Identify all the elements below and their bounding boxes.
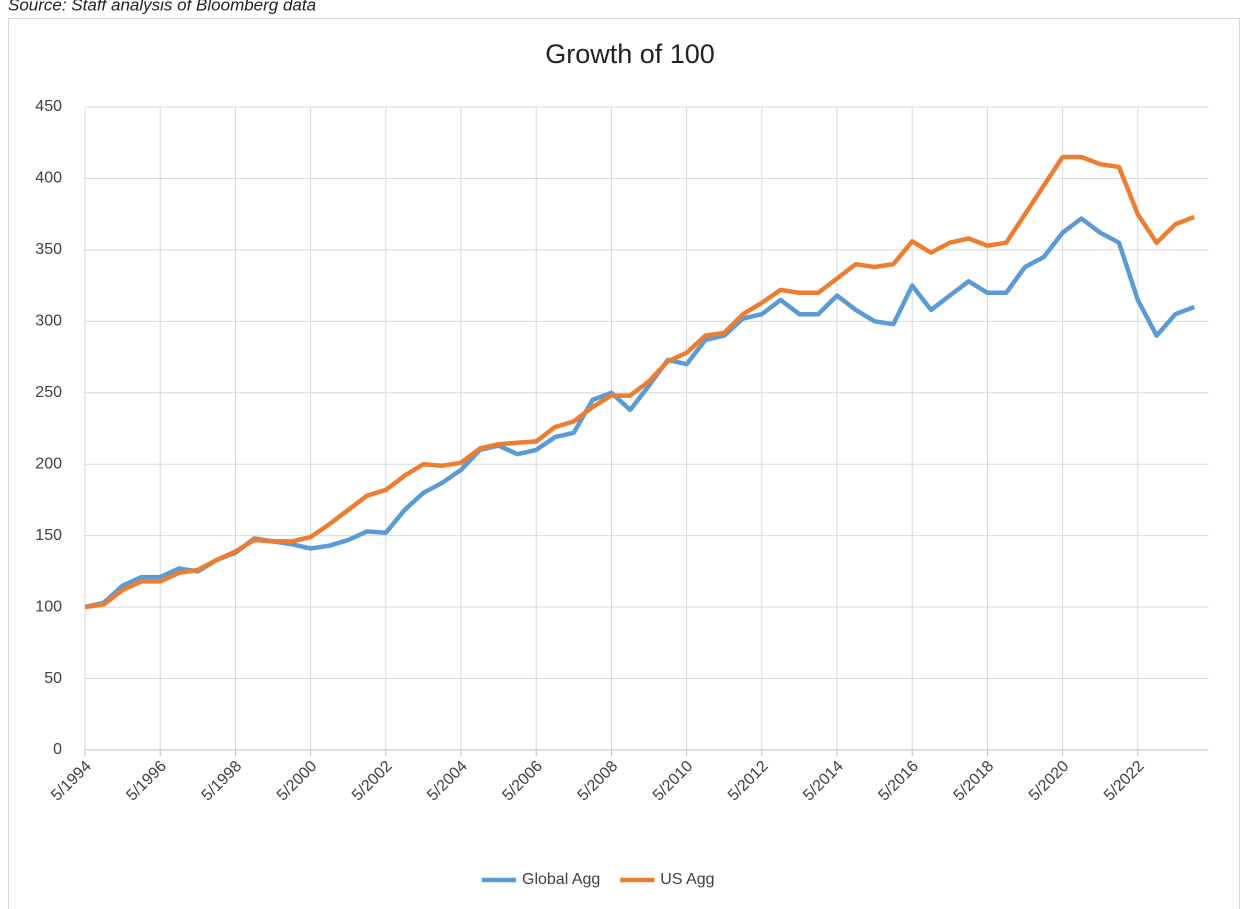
y-tick-label: 450 <box>35 98 62 115</box>
y-tick-label: 50 <box>44 670 62 687</box>
y-tick-label: 150 <box>35 527 62 544</box>
y-tick-label: 250 <box>35 384 62 401</box>
legend-label: US Agg <box>660 871 714 888</box>
series-line <box>84 154 1196 610</box>
y-tick-label: 400 <box>35 170 62 187</box>
y-tick-label: 0 <box>53 741 62 758</box>
source-note: Source: Staff analysis of Bloomberg data <box>8 0 316 14</box>
y-tick-label: 350 <box>35 241 62 258</box>
y-tick-label: 300 <box>35 313 62 330</box>
y-tick-label: 200 <box>35 455 62 472</box>
legend-label: Global Agg <box>522 871 600 888</box>
chart-title: Growth of 100 <box>545 39 715 69</box>
y-tick-label: 100 <box>35 598 62 615</box>
